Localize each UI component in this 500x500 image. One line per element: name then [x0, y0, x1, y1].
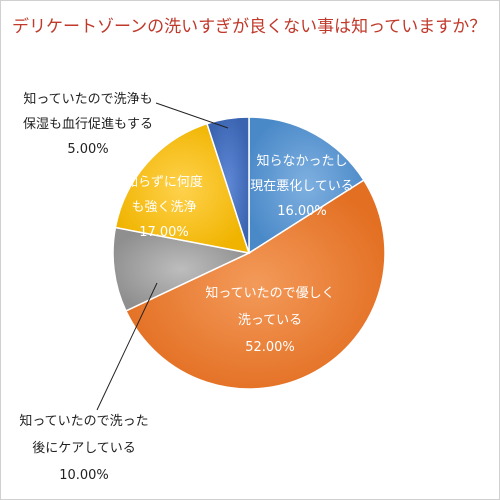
slice-value-label-1: 52.00%: [245, 340, 295, 355]
slice-label-1-line-1: 洗っている: [238, 313, 302, 328]
pie-slice-0: [248, 116, 365, 255]
slice-label-4-line-0: 知っていたので洗浄も: [23, 91, 152, 107]
slice-label-3-line-0: 知らずに何度: [125, 174, 203, 190]
slice-label-3-line-1: も強く洗浄: [131, 200, 196, 215]
slice-label-0-line-0: 知らなかったし: [256, 153, 347, 169]
slice-label-2-line-1: 後にケアしている: [32, 441, 136, 456]
slice-label-4-line-1: 保湿も血行促進もする: [23, 117, 153, 132]
pie-slice-4: [206, 116, 250, 254]
pie-slice-2: [112, 226, 252, 312]
chart-title: デリケートゾーンの洗いすぎが良くない事は知っていますか？: [12, 17, 487, 37]
leader-line-2: [96, 282, 158, 411]
slice-value-label-3: 17.00%: [139, 225, 189, 240]
slice-value-label-4: 5.00%: [67, 142, 108, 157]
pie-slice-3: [114, 122, 251, 254]
slice-value-label-2: 10.00%: [59, 468, 109, 483]
slice-label-0-line-1: 現在悪化している: [250, 179, 354, 194]
slice-label-1-line-0: 知っていたので優しく: [205, 285, 334, 301]
leader-line-4: [155, 102, 229, 129]
pie-slice-1: [124, 179, 386, 390]
slice-label-2-line-0: 知っていたので洗った: [19, 413, 148, 429]
slice-value-label-0: 16.00%: [277, 204, 327, 219]
